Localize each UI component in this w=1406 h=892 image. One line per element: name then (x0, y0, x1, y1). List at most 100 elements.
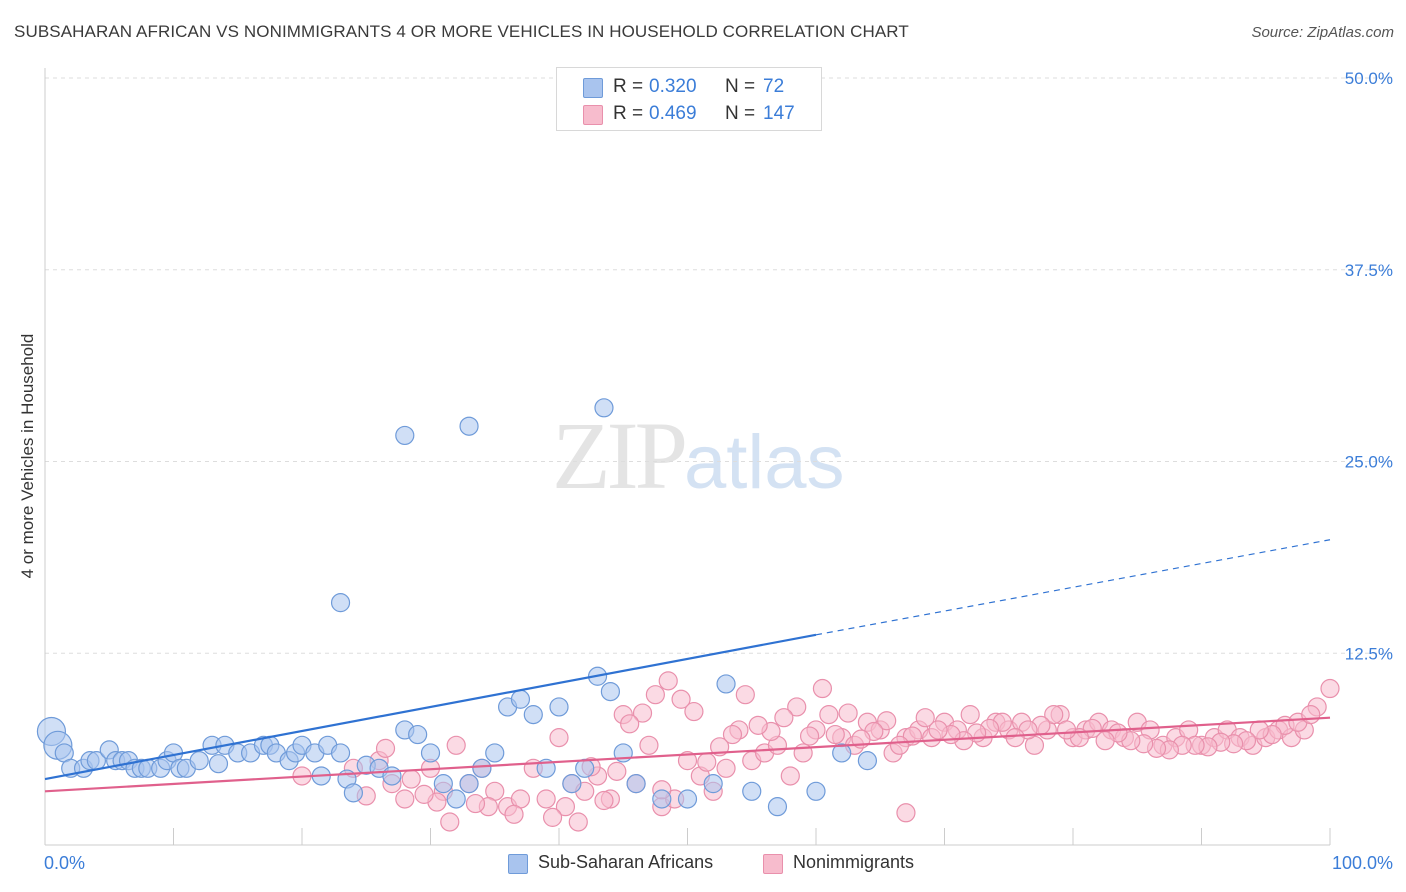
point-nonimmigrant (446, 735, 466, 755)
point-nonimmigrant (819, 705, 839, 725)
grid-lines (45, 77, 1392, 654)
legend-n-label: N = (725, 103, 756, 124)
point-sub-saharan (330, 743, 351, 763)
data-points (36, 398, 1340, 832)
point-sub-saharan (485, 743, 505, 763)
y-tick-label: 37.5% (1345, 261, 1393, 280)
y-tick-label: 25.0% (1345, 453, 1393, 472)
point-nonimmigrant (504, 804, 524, 824)
point-nonimmigrant (607, 761, 627, 781)
point-sub-saharan (510, 689, 531, 709)
point-sub-saharan (626, 774, 646, 794)
point-sub-saharan (742, 781, 762, 801)
legend-row-sub-saharan: R = 0.320 N = 72 (557, 74, 821, 100)
point-sub-saharan (652, 789, 672, 809)
y-tick-label: 50.0% (1345, 69, 1393, 88)
trend-line-sub-saharan (44, 633, 817, 781)
point-sub-saharan (767, 797, 788, 817)
point-sub-saharan (703, 774, 723, 794)
point-nonimmigrant (549, 728, 569, 748)
point-nonimmigrant (632, 703, 653, 723)
point-nonimmigrant (555, 797, 576, 817)
x-tick-label: 100.0% (1332, 853, 1393, 873)
point-nonimmigrant (671, 689, 691, 709)
point-nonimmigrant (620, 714, 640, 734)
trend-line-nonimmigrant (44, 716, 1331, 793)
point-nonimmigrant (677, 751, 698, 771)
point-nonimmigrant (1044, 705, 1064, 725)
correlation-legend: R = 0.320 N = 72 R = 0.469 N = 147 (556, 67, 822, 131)
legend-row-nonimmigrants: R = 0.469 N = 147 (557, 101, 821, 127)
point-sub-saharan (806, 781, 826, 801)
legend-r-value: 0.320 (649, 76, 697, 97)
point-nonimmigrant (722, 724, 743, 745)
legend-r-value: 0.469 (649, 103, 697, 124)
point-nonimmigrant (697, 752, 717, 772)
point-nonimmigrant (536, 789, 556, 809)
point-nonimmigrant (414, 784, 434, 804)
point-sub-saharan (594, 398, 614, 418)
watermark: ZIPatlas (552, 400, 845, 511)
point-sub-saharan (716, 674, 736, 694)
point-sub-saharan (562, 774, 582, 794)
bottom-legend-swatch-nonimmigrants (763, 854, 783, 874)
point-nonimmigrant (594, 790, 614, 811)
point-sub-saharan (549, 697, 569, 717)
point-nonimmigrant (716, 758, 736, 778)
point-nonimmigrant (812, 678, 833, 699)
point-nonimmigrant (568, 812, 588, 832)
bottom-legend-label-nonimmigrants: Nonimmigrants (793, 852, 915, 872)
point-nonimmigrant (401, 769, 421, 789)
point-sub-saharan (523, 705, 543, 725)
point-sub-saharan (446, 789, 466, 809)
trend-line-sub-saharan-extension (815, 539, 1331, 636)
point-sub-saharan (433, 774, 453, 794)
trend-lines (44, 539, 1331, 793)
point-nonimmigrant (735, 685, 755, 705)
legend-n-label: N = (725, 76, 756, 97)
point-nonimmigrant (960, 705, 980, 725)
watermark-atlas: atlas (684, 420, 845, 505)
point-nonimmigrant (915, 708, 935, 728)
point-sub-saharan (459, 416, 479, 436)
point-nonimmigrant (542, 807, 563, 827)
point-nonimmigrant (658, 671, 678, 691)
axes (44, 68, 1331, 846)
point-sub-saharan (832, 743, 852, 763)
point-nonimmigrant (825, 724, 845, 745)
point-sub-saharan (857, 751, 878, 771)
point-nonimmigrant (639, 735, 659, 755)
point-nonimmigrant (877, 711, 897, 731)
point-nonimmigrant (1320, 678, 1340, 699)
point-sub-saharan (459, 774, 479, 794)
point-nonimmigrant (375, 738, 396, 758)
point-sub-saharan (189, 751, 209, 771)
bottom-legend-label-sub-saharan: Sub-Saharan Africans (538, 852, 714, 872)
point-nonimmigrant (889, 735, 910, 755)
point-nonimmigrant (774, 708, 794, 728)
y-tick-label: 12.5% (1345, 644, 1393, 663)
point-nonimmigrant (928, 720, 948, 740)
legend-n-value: 72 (763, 76, 785, 97)
point-sub-saharan (575, 758, 595, 778)
point-nonimmigrant (395, 789, 415, 809)
point-sub-saharan (420, 743, 441, 763)
legend-n-value: 147 (763, 103, 795, 124)
tick-labels: 12.5% 25.0% 37.5% 50.0% 0.0% 100.0% (44, 69, 1393, 873)
point-sub-saharan (600, 681, 621, 702)
point-sub-saharan (408, 724, 428, 745)
x-tick-label: 0.0% (44, 853, 85, 873)
point-nonimmigrant (838, 703, 858, 723)
point-nonimmigrant (645, 685, 665, 705)
point-nonimmigrant (748, 715, 768, 735)
legend-r-label: R = (613, 103, 644, 124)
point-nonimmigrant (440, 812, 460, 832)
watermark-zip: ZIP (552, 402, 688, 509)
point-nonimmigrant (799, 726, 820, 746)
chart-title: SUBSAHARAN AFRICAN VS NONIMMIGRANTS 4 OR… (14, 22, 909, 41)
bottom-legend-swatch-sub-saharan (508, 854, 528, 874)
point-sub-saharan (382, 766, 402, 786)
point-nonimmigrant (1005, 728, 1025, 748)
point-nonimmigrant (896, 803, 916, 823)
